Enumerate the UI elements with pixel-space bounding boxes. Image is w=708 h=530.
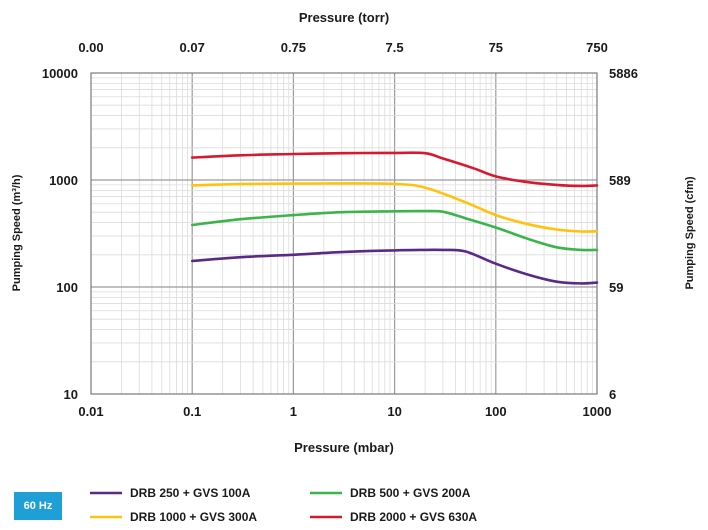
plot-frame [90, 72, 598, 395]
x-tick-label: 100 [485, 404, 507, 419]
x-axis-title: Pressure (mbar) [294, 440, 394, 455]
y-right-tick-label: 59 [609, 280, 623, 295]
series-line-1 [190, 248, 599, 285]
y-right-axis-title: Pumping Speed (cfm) [684, 176, 696, 289]
series-line-4 [190, 151, 599, 188]
x-tick-label: 0.01 [78, 404, 103, 419]
y-right-tick-label: 589 [609, 173, 631, 188]
legend: DRB 250 + GVS 100A DRB 500 + GVS 200A DRB … [90, 486, 477, 524]
x-tick-label: 1000 [583, 404, 612, 419]
y-right-tick-label: 6 [609, 387, 616, 402]
x-tick-label: 0.1 [183, 404, 201, 419]
x-top-tick-label: 7.5 [386, 40, 404, 55]
y-right-tick-label: 5886 [609, 66, 638, 81]
y-left-tick-label: 1000 [49, 173, 78, 188]
legend-label: DRB 2000 + GVS 630A [350, 510, 477, 524]
tick-labels: 0.01 0.1 1 10 100 1000 0.00 0.07 0.75 7.5 75 750 10 1… [42, 40, 638, 419]
x-top-axis-title: Pressure (torr) [299, 10, 389, 25]
legend-label: DRB 250 + GVS 100A [130, 486, 251, 500]
x-tick-label: 10 [387, 404, 401, 419]
x-top-tick-label: 0.75 [281, 40, 306, 55]
y-left-tick-label: 10000 [42, 66, 78, 81]
frequency-badge: 60 Hz [14, 492, 62, 520]
y-left-tick-label: 100 [56, 280, 78, 295]
y-left-axis-title: Pumping Speed (m³/h) [11, 174, 23, 291]
legend-label: DRB 1000 + GVS 300A [130, 510, 257, 524]
x-top-tick-label: 750 [586, 40, 608, 55]
grid [91, 73, 597, 394]
x-top-tick-label: 75 [489, 40, 503, 55]
x-top-tick-label: 0.00 [78, 40, 103, 55]
y-left-tick-label: 10 [64, 387, 78, 402]
series-lines [190, 151, 599, 285]
series-line-3 [190, 182, 599, 233]
series-line-2 [190, 209, 599, 252]
legend-label: DRB 500 + GVS 200A [350, 486, 471, 500]
x-top-tick-label: 0.07 [180, 40, 205, 55]
x-tick-label: 1 [290, 404, 297, 419]
